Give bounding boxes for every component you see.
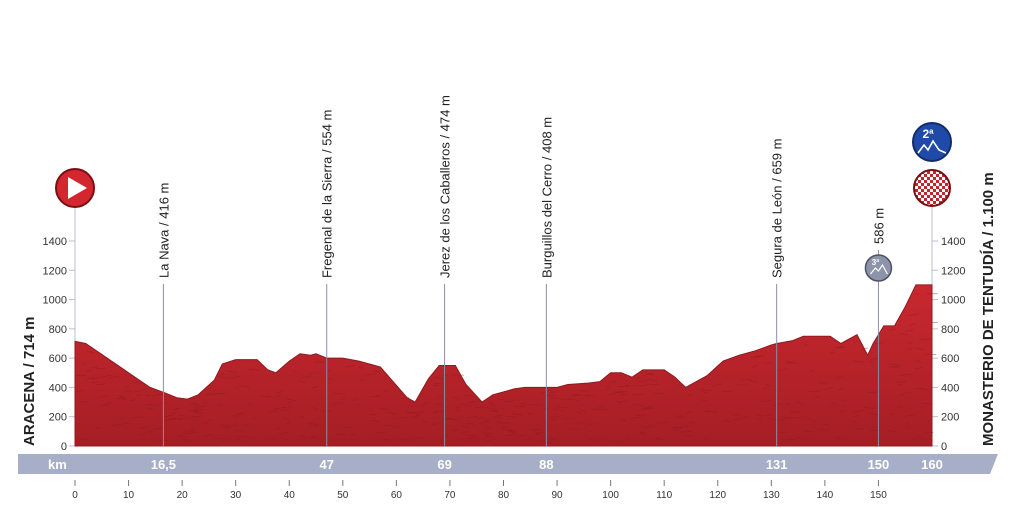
y-tick-label-left: 1400 [43, 236, 67, 248]
waypoint-label: 586 m [871, 208, 886, 244]
waypoint-km-label: 47 [320, 457, 334, 472]
x-tick-label: 40 [284, 490, 296, 500]
y-tick-label-left: 1000 [43, 295, 67, 307]
x-tick-label: 90 [552, 490, 564, 500]
km-band-label: km [48, 457, 67, 472]
waypoint-km-label: 131 [766, 457, 788, 472]
y-tick-label-right: 1400 [941, 236, 965, 248]
x-tick-label: 140 [817, 490, 834, 500]
x-tick-label: 130 [763, 490, 780, 500]
x-tick-label: 0 [72, 490, 78, 500]
y-tick-label-right: 400 [941, 382, 959, 394]
start-location-label: ARACENA / 714 m [21, 317, 38, 446]
x-tick-label: 100 [602, 490, 619, 500]
waypoint-label: Burguillos del Cerro / 408 m [539, 117, 554, 278]
x-tick-label: 10 [123, 490, 135, 500]
y-tick-label-left: 0 [61, 441, 67, 453]
x-tick-label: 70 [444, 490, 456, 500]
waypoint-km-label: 160 [921, 457, 943, 472]
waypoint-label: Fregenal de la Sierra / 554 m [320, 110, 335, 278]
waypoint-km-label: 88 [539, 457, 553, 472]
x-tick-label: 80 [498, 490, 510, 500]
waypoint-km-label: 69 [437, 457, 451, 472]
waypoint-label: Segura de León / 659 m [770, 139, 785, 279]
finish-location-label: MONASTERIO DE TENTUDÍA / 1.100 m [980, 172, 997, 446]
terrain-texture-stroke [235, 388, 239, 389]
y-tick-label-left: 400 [49, 382, 67, 394]
elevation-area [75, 285, 932, 446]
y-tick-label-left: 600 [49, 353, 67, 365]
x-tick-label: 20 [177, 490, 189, 500]
y-tick-label-right: 800 [941, 324, 959, 336]
y-tick-label-right: 1000 [941, 295, 965, 307]
x-tick-label: 150 [870, 490, 887, 500]
climb-category-label: 3ª [872, 258, 879, 267]
waypoint-label: La Nava / 416 m [156, 183, 171, 278]
waypoint-label: Jerez de los Caballeros / 474 m [438, 95, 453, 278]
y-tick-label-right: 1200 [941, 265, 965, 277]
x-tick-label: 110 [656, 490, 672, 500]
y-tick-label-left: 800 [49, 324, 67, 336]
waypoint-km-label: 16,5 [151, 457, 176, 472]
x-tick-label: 60 [391, 490, 403, 500]
y-tick-label-left: 1200 [43, 265, 67, 277]
waypoint-km-label: 150 [868, 457, 890, 472]
y-tick-label-left: 200 [49, 412, 67, 424]
x-tick-label: 50 [337, 490, 349, 500]
y-tick-label-right: 0 [941, 441, 947, 453]
y-tick-label-right: 200 [941, 412, 959, 424]
y-tick-label-right: 600 [941, 353, 959, 365]
finish-category-label: 2ª [922, 127, 934, 141]
finish-flag-icon [914, 170, 950, 206]
x-tick-label: 30 [230, 490, 242, 500]
x-tick-label: 120 [709, 490, 726, 500]
